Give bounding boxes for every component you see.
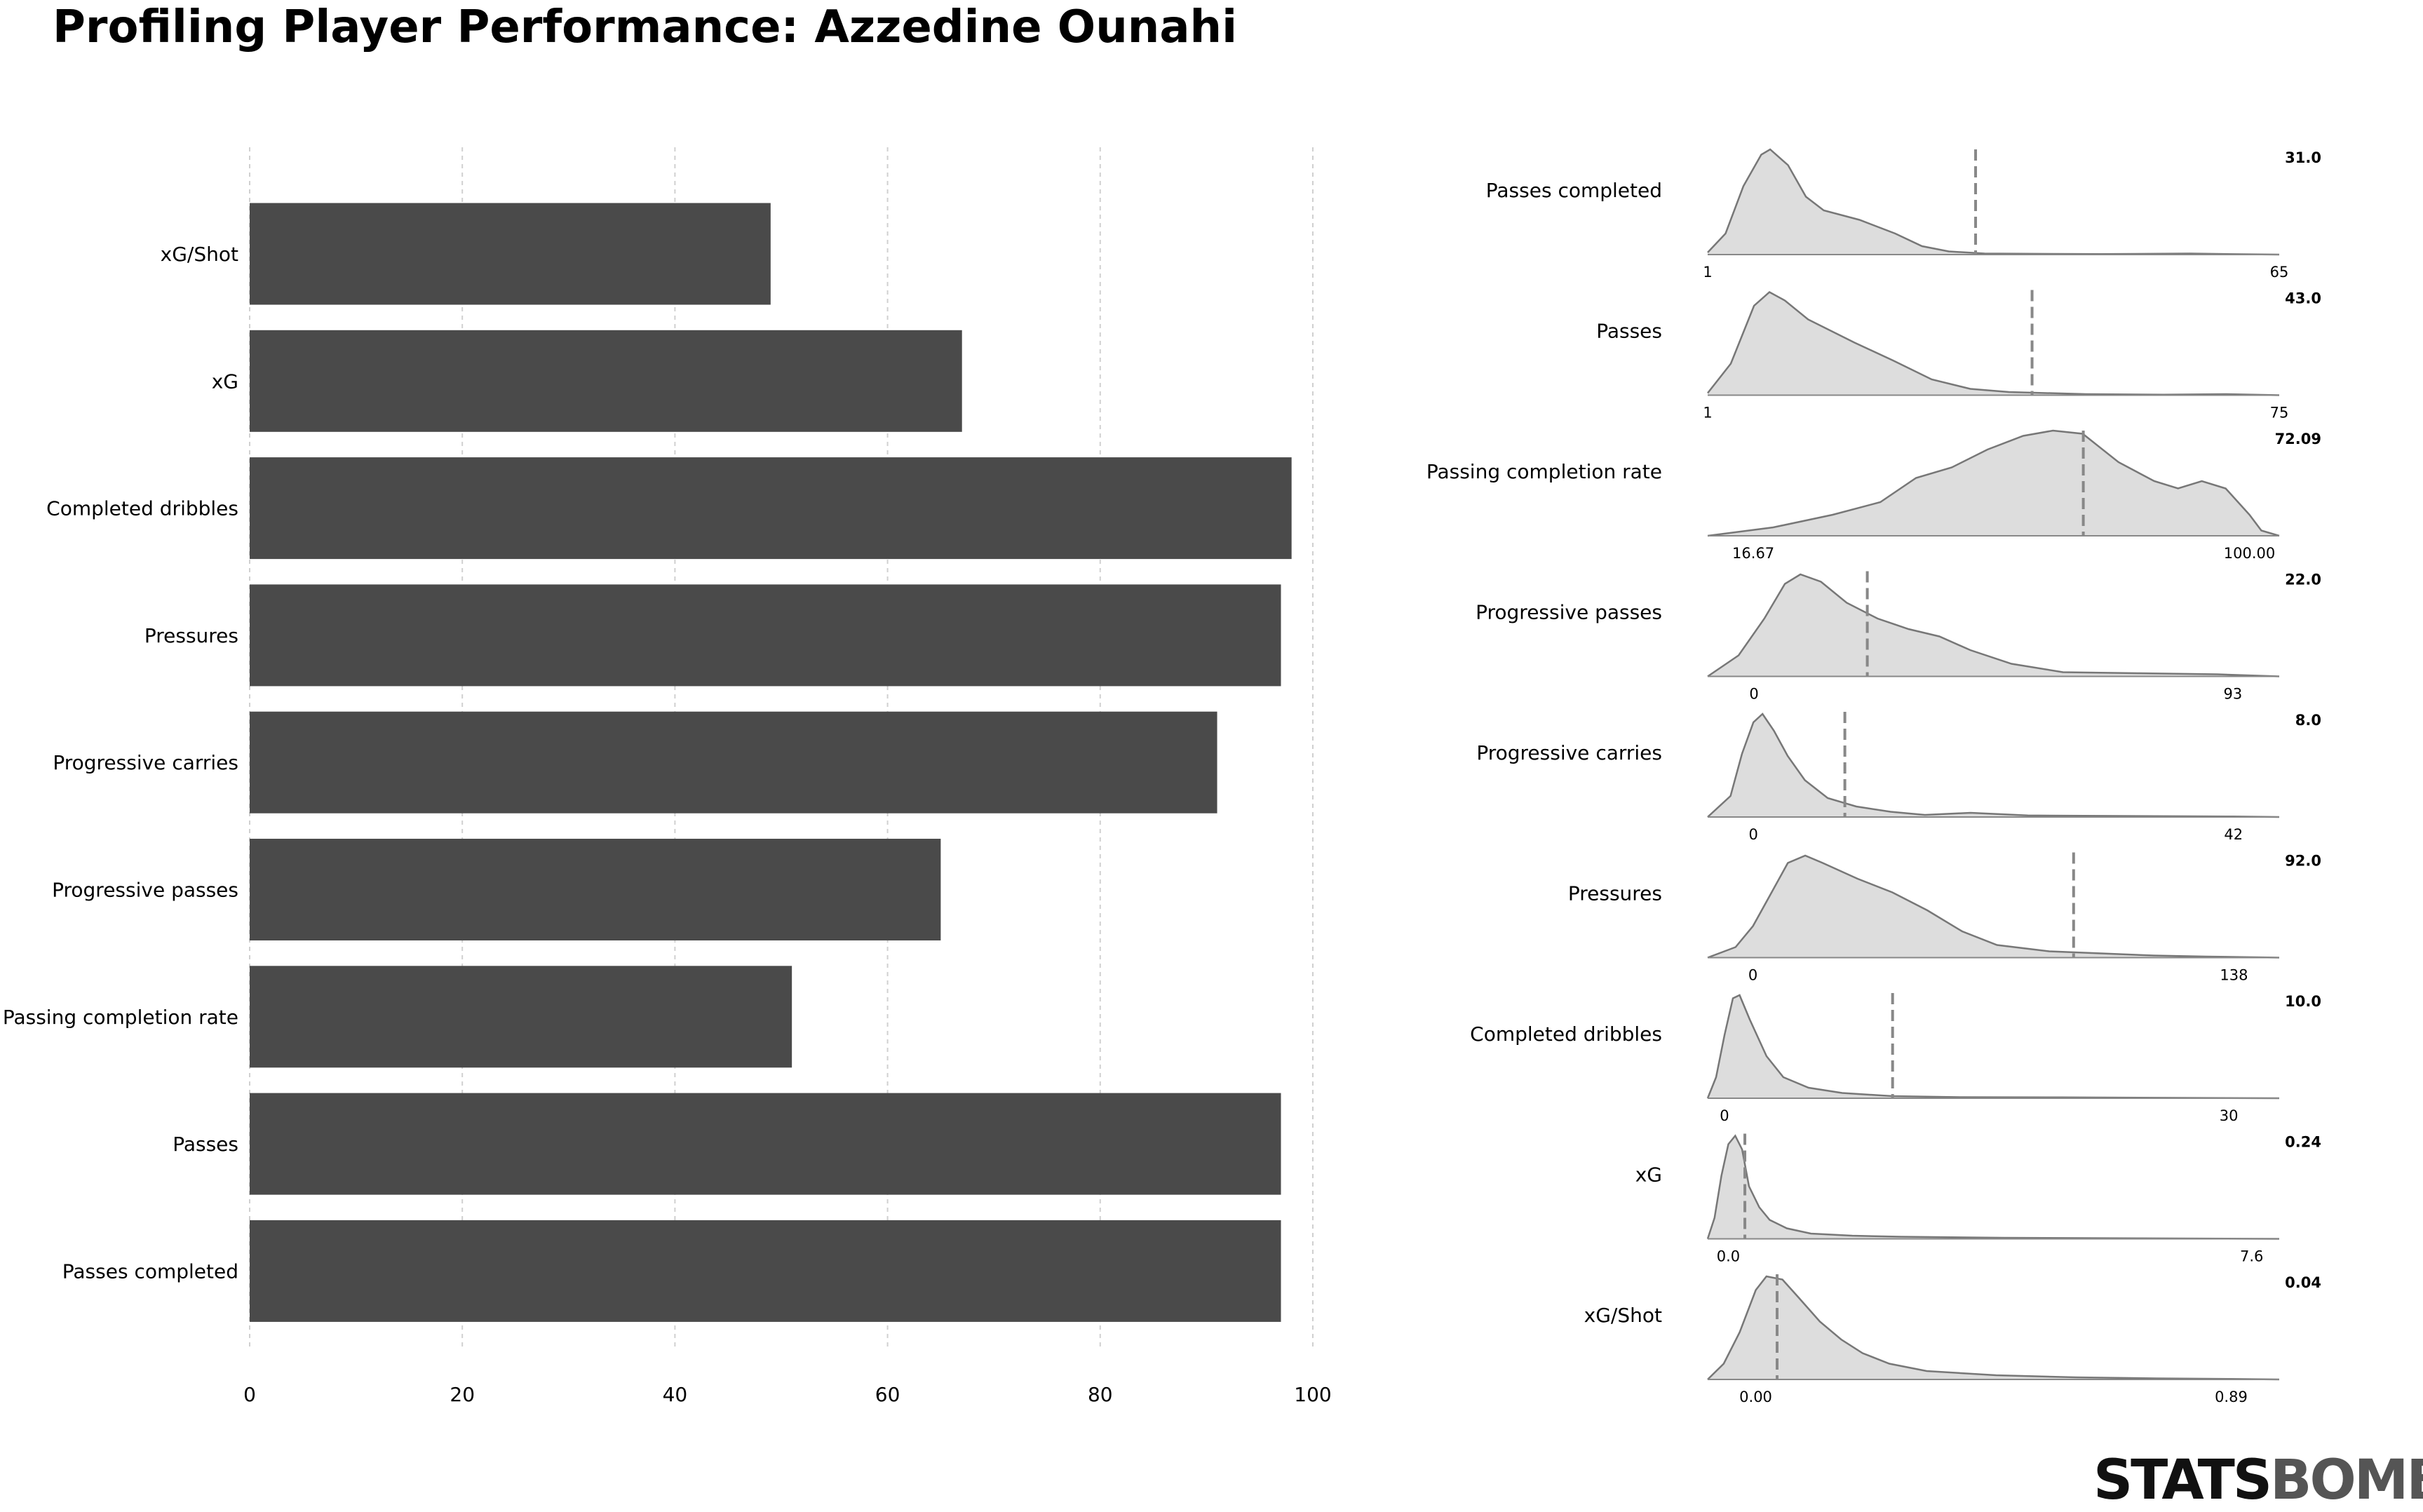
density-curve-7 (1706, 1134, 2280, 1240)
min-label-8: 0.00 (1739, 1389, 1772, 1405)
density-label-7: xG (1635, 1163, 1662, 1187)
density-curve-5 (1707, 854, 2280, 959)
density-label-1: Passes (1596, 320, 1662, 343)
density-panel-8: xG/Shot 0.00 0.89 0.04 (1584, 1274, 2321, 1405)
max-label-2: 100.00 (2224, 545, 2275, 562)
density-area-1 (1708, 292, 2279, 396)
percentile-bar-chart: 0 20 40 60 80 100 xG/Shot xG Completed dribbles P… (3, 147, 1332, 1406)
density-curve-2 (1707, 429, 2280, 537)
density-area-5 (1708, 856, 2279, 958)
density-label-2: Passing completion rate (1426, 460, 1662, 483)
category-label-8: Passes completed (62, 1260, 238, 1283)
density-panel-5: Pressures 0 138 92.0 (1568, 852, 2321, 984)
density-label-0: Passes completed (1486, 179, 1662, 202)
density-area-0 (1708, 149, 2279, 255)
density-label-3: Progressive passes (1476, 601, 1662, 624)
density-label-5: Pressures (1568, 882, 1662, 905)
category-label-1: xG (212, 370, 238, 393)
density-area-3 (1708, 574, 2279, 677)
value-label-2: 72.09 (2275, 431, 2321, 447)
density-area-8 (1708, 1276, 2279, 1379)
value-label-6: 10.0 (2285, 993, 2321, 1010)
density-area-6 (1708, 995, 2279, 1098)
density-label-6: Completed dribbles (1470, 1022, 1662, 1046)
x-tick-label-2: 40 (663, 1383, 688, 1406)
bar-1 (250, 330, 962, 432)
density-area-7 (1708, 1135, 2279, 1239)
min-label-7: 0.0 (1717, 1248, 1740, 1265)
category-label-5: Progressive passes (52, 879, 238, 902)
density-area-4 (1708, 714, 2279, 817)
max-label-6: 30 (2220, 1107, 2239, 1124)
bar-0 (250, 203, 771, 305)
bar-7 (250, 1093, 1281, 1195)
category-label-0: xG/Shot (161, 243, 238, 266)
bar-4 (250, 711, 1217, 814)
density-panel-6: Completed dribbles 0 30 10.0 (1470, 993, 2321, 1124)
x-tick-label-5: 100 (1294, 1383, 1331, 1406)
density-panel-3: Progressive passes 0 93 22.0 (1476, 571, 2321, 703)
density-curve-8 (1707, 1275, 2280, 1381)
max-label-5: 138 (2220, 967, 2248, 984)
density-panel-7: xG 0.0 7.6 0.24 (1635, 1133, 2321, 1265)
page-title: Profiling Player Performance: Azzedine O… (53, 1, 1237, 53)
statsbomb-logo: STATSBOMB (2093, 1453, 2423, 1508)
category-label-2: Completed dribbles (46, 497, 238, 520)
x-tick-label-3: 60 (875, 1383, 900, 1406)
x-tick-label-0: 0 (243, 1383, 256, 1406)
min-label-2: 16.67 (1732, 545, 1774, 562)
x-tick-label-1: 20 (450, 1383, 475, 1406)
min-label-3: 0 (1749, 686, 1758, 703)
min-label-4: 0 (1749, 826, 1758, 843)
x-tick-label-4: 80 (1088, 1383, 1113, 1406)
max-label-1: 75 (2270, 405, 2289, 421)
logo-part-bomb: BOMB (2270, 1449, 2423, 1512)
value-label-4: 8.0 (2295, 712, 2321, 729)
max-label-4: 42 (2224, 826, 2243, 843)
density-panel-0: Passes completed 1 65 31.0 (1486, 148, 2321, 281)
category-label-7: Passes (173, 1133, 238, 1156)
value-label-7: 0.24 (2285, 1134, 2321, 1151)
density-area-2 (1708, 431, 2279, 536)
logo-part-stats: STATS (2093, 1449, 2272, 1512)
density-curve-6 (1706, 994, 2280, 1100)
min-label-0: 1 (1703, 264, 1712, 281)
min-label-6: 0 (1720, 1107, 1729, 1124)
min-label-5: 0 (1748, 967, 1757, 984)
bar-5 (250, 839, 941, 940)
density-panel-1: Passes 1 75 43.0 (1596, 290, 2321, 421)
max-label-3: 93 (2224, 686, 2243, 703)
density-panel-2: Passing completion rate 16.67 100.00 72.09 (1426, 429, 2321, 562)
density-curve-3 (1707, 573, 2280, 677)
max-label-8: 0.89 (2215, 1389, 2248, 1405)
value-label-3: 22.0 (2285, 572, 2321, 588)
category-label-3: Pressures (144, 624, 238, 647)
bar-2 (250, 457, 1292, 560)
density-curve-4 (1707, 713, 2280, 818)
bar-3 (250, 584, 1281, 687)
max-label-7: 7.6 (2240, 1248, 2263, 1265)
value-label-0: 31.0 (2285, 149, 2321, 166)
value-label-5: 92.0 (2285, 853, 2321, 870)
category-label-6: Passing completion rate (3, 1006, 238, 1029)
value-label-1: 43.0 (2285, 290, 2321, 307)
density-label-4: Progressive carries (1476, 741, 1662, 764)
category-label-4: Progressive carries (53, 751, 238, 774)
bar-6 (250, 966, 792, 1068)
min-label-1: 1 (1703, 405, 1712, 421)
density-label-8: xG/Shot (1584, 1304, 1662, 1327)
density-panel-4: Progressive carries 0 42 8.0 (1476, 712, 2321, 843)
bar-8 (250, 1220, 1281, 1322)
value-label-8: 0.04 (2285, 1274, 2321, 1291)
max-label-0: 65 (2270, 264, 2289, 281)
